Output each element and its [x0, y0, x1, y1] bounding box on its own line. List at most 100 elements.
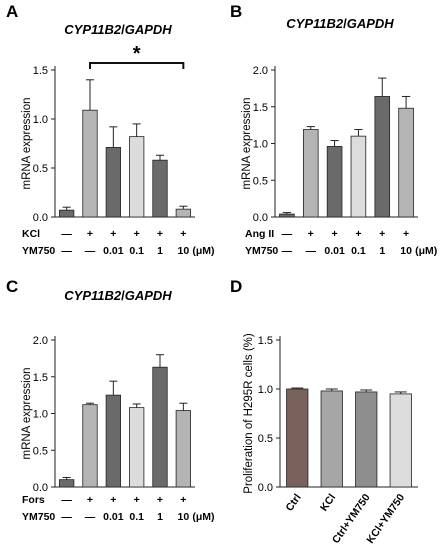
panel-b-y-axis-label: mRNA expression — [241, 97, 253, 189]
panel-b-row-cell: + — [403, 228, 409, 240]
panel-c-row-cell: — — [61, 511, 72, 523]
panel-a-row-cell: 10 — [177, 245, 189, 257]
panel-b-title: CYP11B2/GAPDH — [286, 16, 394, 31]
panel-letter-c: C — [6, 277, 18, 296]
panel-c-row-cell: — — [85, 511, 96, 523]
panel-b-y-tick-label: 0.0 — [253, 212, 268, 224]
panel-b-row-cell: + — [355, 228, 361, 240]
panel-letter-d: D — [230, 277, 242, 296]
panel-c-y-tick-label: 1.0 — [33, 409, 48, 421]
panel-c-row-cell: 0.1 — [129, 511, 144, 523]
panel-b-row-cell: — — [306, 245, 317, 257]
panel-b-y-tick-label: 2.0 — [253, 65, 268, 77]
panel-c-title-ref: GAPDH — [125, 288, 173, 303]
panel-c-y-axis-label: mRNA expression — [21, 367, 33, 459]
panel-letter-a: A — [6, 2, 18, 21]
panel-c-row-unit: (μM) — [192, 511, 214, 523]
panel-c-title: CYP11B2/GAPDH — [64, 288, 172, 303]
panel-b-bar — [398, 107, 414, 218]
panel-b-bar — [326, 146, 343, 218]
panel-d-bar — [320, 390, 343, 488]
panel-a-row-cell: 0.1 — [129, 245, 144, 257]
panel-c-y-tick-label: 1.5 — [33, 372, 48, 384]
panel-b-y-tick-label: 1.0 — [253, 139, 268, 151]
panel-a-row-cell: + — [157, 228, 163, 240]
panel-a-row-unit: (μM) — [192, 245, 214, 257]
panel-c-row-cell: 10 — [177, 511, 189, 523]
panel-a-row-cell: — — [85, 245, 96, 257]
panel-d-y-tick-label: 0.5 — [258, 433, 273, 445]
panel-b-y-tick-label: 0.5 — [253, 175, 268, 187]
panel-b-bar — [374, 96, 391, 218]
panel-c-bar — [105, 394, 121, 488]
panel-c-bar — [82, 404, 98, 488]
panel-a-bar — [82, 109, 98, 218]
panel-c-bar — [129, 407, 145, 488]
panel-c-row-cell: 1 — [157, 511, 163, 523]
panel-c-title-gene: CYP11B2 — [64, 288, 122, 303]
panel-c-bar — [152, 366, 168, 488]
panel-b-row-cell: 0.1 — [351, 245, 366, 257]
panel-d-y-tick-label: 0.0 — [258, 482, 273, 494]
panel-c-row-label: Fors — [22, 494, 45, 506]
panel-c-title-slash: / — [121, 288, 125, 303]
panel-c-row-cell: + — [157, 494, 163, 506]
panel-a-row-cell: 0.01 — [103, 245, 124, 257]
panel-d-y-tick-label: 1.5 — [258, 335, 273, 347]
panel-a-bar — [105, 147, 121, 218]
panel-b-row-label: Ang II — [245, 228, 274, 240]
panel-a-bar — [59, 209, 75, 218]
panel-b-bar — [302, 129, 319, 218]
panel-b-bar — [279, 213, 295, 218]
panel-c-y-tick-label: 0.5 — [33, 445, 48, 457]
panel-b-row-cell: — — [282, 245, 293, 257]
panel-c-bar — [59, 479, 75, 488]
panel-b-chart: 0.0 0.5 1.0 1.5 2.0 mRNA expression Ang II — + + +… — [241, 65, 437, 257]
panel-a-title-gene: CYP11B2 — [64, 22, 122, 37]
panel-a-row-cell: 1 — [157, 245, 163, 257]
panel-d-category-label: KCl — [318, 492, 338, 514]
panel-a-title: CYP11B2/GAPDH — [64, 22, 172, 37]
panel-b-row-cell: 10 — [400, 245, 412, 257]
panel-b-row-cell: + — [332, 228, 338, 240]
panel-d-category-label: Ctrl — [283, 492, 303, 514]
panel-a-y-tick-label: 1.0 — [33, 114, 48, 126]
panel-a-row-cell: + — [134, 228, 140, 240]
panel-d-bar — [389, 393, 412, 488]
panel-c-row-cell: — — [61, 494, 72, 506]
panel-b-row-cell: 1 — [379, 245, 385, 257]
panel-b-title-gene: CYP11B2 — [286, 16, 344, 31]
panel-a-row-cell: + — [110, 228, 116, 240]
panel-a-row-cell: + — [87, 228, 93, 240]
panel-a-bar — [152, 159, 168, 218]
panel-a-bar — [129, 136, 145, 218]
panel-a-y-axis-label: mRNA expression — [21, 97, 33, 189]
panel-c-row-cell: + — [134, 494, 140, 506]
panel-b-bar — [350, 135, 367, 218]
panel-b-row-cell: 0.01 — [324, 245, 345, 257]
panel-b-row-cell: + — [379, 228, 385, 240]
panel-b-row-unit: (μM) — [415, 245, 437, 257]
panel-c-row-cell: 0.01 — [103, 511, 124, 523]
panel-a-y-tick-label: 1.5 — [33, 65, 48, 77]
panel-c-y-tick-label: 2.0 — [33, 335, 48, 347]
panel-c-row-cell: + — [180, 494, 186, 506]
panel-a-row-cell: — — [61, 228, 72, 240]
panel-d-y-tick-label: 1.0 — [258, 384, 273, 396]
panel-b-title-slash: / — [343, 16, 347, 31]
panel-d-bar — [355, 391, 378, 488]
panel-c-row-label: YM750 — [22, 511, 55, 523]
panel-a-row-cell: — — [61, 245, 72, 257]
panel-a-row-label: KCl — [22, 228, 40, 240]
panel-b-title-ref: GAPDH — [347, 16, 395, 31]
panel-c-chart: 0.0 0.5 1.0 1.5 2.0 mRNA expression Fors — + + + + +… — [21, 335, 215, 523]
panel-d-bar — [286, 388, 309, 488]
panel-c-row-cell: + — [87, 494, 93, 506]
panel-c-bar — [175, 410, 191, 488]
panel-a-significance-star: * — [133, 43, 141, 65]
panel-b-y-tick-label: 1.5 — [253, 102, 268, 114]
panel-letter-b: B — [230, 2, 242, 21]
panel-a-chart: 0.0 0.5 1.0 1.5 mRNA expression KCl — + + + + + YM75… — [21, 43, 215, 257]
